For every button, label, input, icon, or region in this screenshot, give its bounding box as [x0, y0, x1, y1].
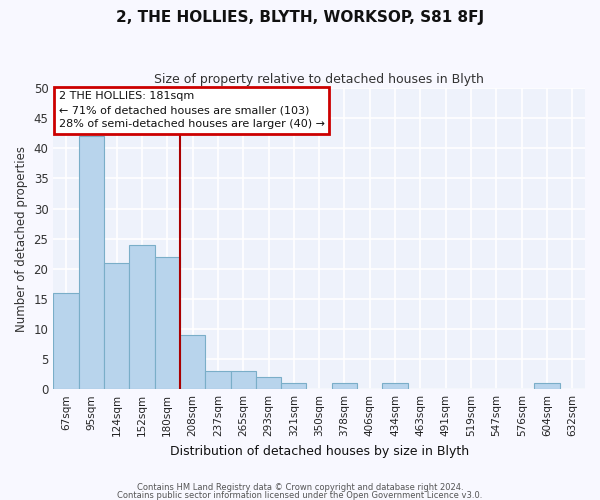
Text: 2 THE HOLLIES: 181sqm
← 71% of detached houses are smaller (103)
28% of semi-det: 2 THE HOLLIES: 181sqm ← 71% of detached … — [59, 91, 325, 129]
Bar — [382, 383, 408, 389]
Y-axis label: Number of detached properties: Number of detached properties — [15, 146, 28, 332]
Bar — [535, 383, 560, 389]
Text: Contains HM Land Registry data © Crown copyright and database right 2024.: Contains HM Land Registry data © Crown c… — [137, 484, 463, 492]
Bar — [230, 371, 256, 389]
Bar — [104, 262, 129, 389]
Text: 2, THE HOLLIES, BLYTH, WORKSOP, S81 8FJ: 2, THE HOLLIES, BLYTH, WORKSOP, S81 8FJ — [116, 10, 484, 25]
Bar — [332, 383, 357, 389]
Title: Size of property relative to detached houses in Blyth: Size of property relative to detached ho… — [154, 72, 484, 86]
Bar — [155, 256, 180, 389]
Bar — [180, 335, 205, 389]
Bar — [79, 136, 104, 389]
Bar — [256, 377, 281, 389]
Bar — [281, 383, 307, 389]
Bar — [53, 293, 79, 389]
X-axis label: Distribution of detached houses by size in Blyth: Distribution of detached houses by size … — [170, 444, 469, 458]
Bar — [205, 371, 230, 389]
Bar — [129, 244, 155, 389]
Text: Contains public sector information licensed under the Open Government Licence v3: Contains public sector information licen… — [118, 490, 482, 500]
